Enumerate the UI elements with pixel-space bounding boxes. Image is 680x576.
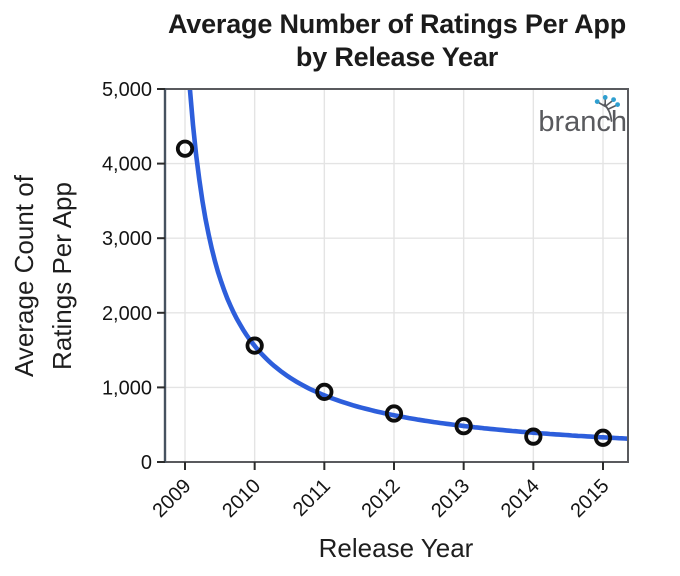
branch-logo: branch (538, 95, 627, 138)
data-point (315, 382, 334, 401)
x-axis-title: Release Year (319, 533, 474, 563)
trend-curve (187, 89, 628, 441)
x-tick-label: 2010 (218, 475, 265, 522)
branch-logo-text: branch (538, 106, 627, 138)
data-point (245, 336, 264, 355)
gridlines (165, 89, 628, 462)
y-axis-title-line1: Average Count of (9, 174, 39, 377)
y-tick-label: 5,000 (102, 79, 152, 101)
y-tick-label: 2,000 (102, 303, 152, 325)
x-tick-label: 2014 (497, 475, 544, 522)
x-tick-label: 2012 (358, 475, 405, 522)
data-point (175, 139, 195, 158)
data-point (454, 417, 473, 436)
data-point (384, 404, 404, 423)
y-tick-label: 4,000 (102, 154, 152, 176)
y-tick-label: 3,000 (102, 228, 152, 250)
chart-title-line1: Average Number of Ratings Per App (168, 9, 626, 39)
y-axis-title-line2: Ratings Per App (47, 182, 77, 370)
x-tick-label: 2009 (149, 475, 196, 522)
data-points (175, 139, 613, 447)
y-tick-label: 1,000 (102, 377, 152, 399)
data-point (593, 428, 613, 447)
axis-ticks (157, 88, 604, 470)
x-tick-label: 2015 (567, 475, 614, 522)
y-tick-label: 0 (141, 452, 152, 474)
chart-title-line2: by Release Year (295, 42, 499, 72)
x-tick-label: 2013 (427, 475, 474, 522)
x-tick-label: 2011 (289, 475, 335, 521)
data-point (524, 427, 543, 446)
twig-sprout-icon (594, 95, 620, 122)
chart-title: Average Number of Ratings Per App by Rel… (108, 8, 680, 74)
